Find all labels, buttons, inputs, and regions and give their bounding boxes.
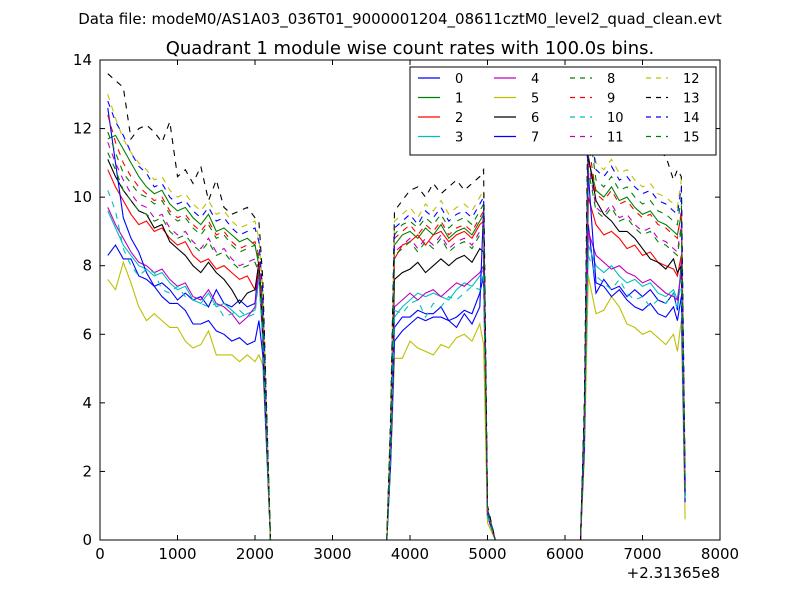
legend-label-0: 0 (455, 72, 463, 87)
y-tick-label: 2 (82, 462, 92, 480)
series-3-line (107, 210, 686, 540)
legend-label-8: 8 (607, 72, 615, 87)
figure-suptitle: Data file: modeM0/AS1A03_036T01_90000012… (78, 10, 722, 29)
y-tick-label: 4 (82, 394, 92, 412)
series-6-line (107, 155, 686, 540)
legend-label-14: 14 (683, 111, 700, 126)
y-tick-label: 0 (82, 531, 92, 549)
series-9-line (107, 114, 686, 540)
legend-label-4: 4 (531, 72, 539, 87)
y-tick-label: 12 (73, 120, 92, 138)
legend-label-11: 11 (607, 131, 624, 146)
axis-ticks: 0 1000 2000 3000 4000 5000 6000 7000 80000246810… (73, 51, 739, 563)
legend-label-1: 1 (455, 92, 463, 107)
legend-label-12: 12 (683, 72, 700, 87)
series-5-line (107, 260, 686, 540)
legend-label-7: 7 (531, 131, 539, 146)
series-8-line (107, 121, 686, 540)
legend-label-10: 10 (607, 111, 624, 126)
chart-title: Quadrant 1 module wise count rates with … (166, 38, 655, 59)
x-tick-label: 2000 (236, 545, 274, 563)
y-tick-label: 14 (73, 51, 92, 69)
x-tick-label: 3000 (313, 545, 351, 563)
series-2-line (107, 169, 686, 540)
legend-label-5: 5 (531, 92, 539, 107)
series-15-line (107, 152, 686, 540)
series-12-line (107, 94, 686, 540)
legend-label-6: 6 (531, 111, 539, 126)
x-tick-label: 6000 (546, 545, 584, 563)
legend-label-2: 2 (455, 111, 463, 126)
legend-label-3: 3 (455, 131, 463, 146)
x-tick-label: 7000 (623, 545, 661, 563)
series-1-line (107, 134, 686, 540)
x-tick-label: 5000 (468, 545, 506, 563)
legend-label-13: 13 (683, 92, 700, 107)
y-tick-label: 6 (82, 325, 92, 343)
x-tick-label: 1000 (158, 545, 196, 563)
y-tick-label: 10 (73, 188, 92, 206)
x-offset-label: +2.31365e8 (627, 564, 720, 582)
x-tick-label: 4000 (391, 545, 429, 563)
series-7-line (107, 107, 686, 540)
legend-label-15: 15 (683, 131, 700, 146)
x-tick-label: 8000 (701, 545, 739, 563)
series-10-line (107, 190, 686, 540)
legend-label-9: 9 (607, 92, 615, 107)
legend-box (409, 66, 717, 156)
x-tick-label: 0 (95, 545, 105, 563)
y-tick-label: 8 (82, 257, 92, 275)
